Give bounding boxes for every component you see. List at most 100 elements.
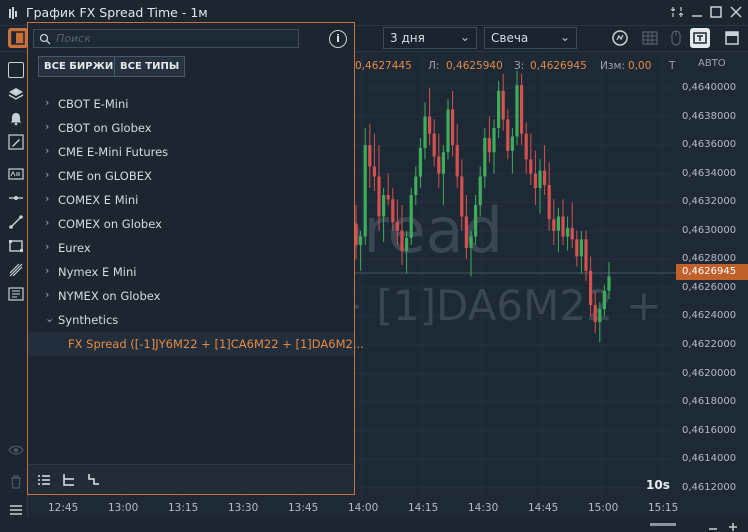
alert-bell-icon[interactable] <box>8 110 24 126</box>
price-axis-label: 0,4630000 <box>682 224 737 236</box>
chart-type-value: Свеча <box>491 31 529 45</box>
tree-group[interactable]: › CME E-Mini Futures <box>45 144 169 159</box>
window-title: График FX Spread Time - 1м <box>26 5 208 20</box>
chart-bars-icon[interactable] <box>8 62 24 78</box>
candle <box>469 230 473 277</box>
chevron-right-icon: › <box>45 120 50 133</box>
ohlc-low-label: Л: <box>428 60 440 72</box>
price-axis-label: 0,4634000 <box>682 167 737 179</box>
tree-group[interactable]: › Nymex E Mini <box>45 264 137 279</box>
abc-text-icon[interactable] <box>8 166 24 182</box>
candle <box>561 199 565 246</box>
candle <box>533 150 537 206</box>
period-select[interactable]: 3 дня ⌄ <box>383 27 477 49</box>
tree-view-icon[interactable] <box>60 471 78 489</box>
template-list-icon[interactable] <box>8 286 24 302</box>
tree-group[interactable]: › NYMEX on Globex <box>45 288 161 303</box>
hierarchy-view-icon[interactable] <box>85 471 103 489</box>
candle <box>579 230 583 274</box>
candle <box>359 230 363 271</box>
time-axis[interactable]: 12:45 13:00 13:15 13:30 13:45 14:00 14:15 14:30… <box>28 498 678 518</box>
all-exchanges-button[interactable]: ВСЕ БИРЖИ <box>38 56 120 77</box>
panel-toggle-icon[interactable] <box>8 28 28 48</box>
search-icon <box>39 33 51 45</box>
candle <box>556 207 560 253</box>
grid-icon[interactable] <box>640 28 660 48</box>
rectangle-tool-icon[interactable] <box>8 238 24 254</box>
candle <box>584 230 588 281</box>
instrument-tree: › CBOT E-Mini › CBOT on Globex › CME E-Mini… <box>28 92 364 356</box>
time-axis-label: 12:45 <box>48 502 79 514</box>
eye-icon[interactable] <box>8 442 24 458</box>
candle <box>487 116 491 163</box>
candle <box>566 216 570 251</box>
zoom-in-icon[interactable] <box>726 518 740 532</box>
candle <box>510 127 514 174</box>
candle <box>354 205 358 260</box>
info-icon[interactable]: i <box>329 30 347 48</box>
candle <box>414 166 418 206</box>
list-menu-icon[interactable] <box>8 502 24 518</box>
horizontal-line-icon[interactable] <box>8 190 24 206</box>
candle <box>538 159 542 214</box>
list-view-icon[interactable] <box>35 471 53 489</box>
price-axis-label: 0,4618000 <box>682 396 737 408</box>
time-axis-label: 13:00 <box>108 502 139 514</box>
candle <box>437 133 441 188</box>
fibonacci-icon[interactable] <box>8 262 24 278</box>
price-axis-label: 0,4638000 <box>682 110 737 122</box>
candle <box>400 205 404 266</box>
indicator-icon[interactable] <box>610 28 630 48</box>
time-axis-label: 14:15 <box>408 502 439 514</box>
candle <box>441 145 445 206</box>
search-input[interactable]: Поиск <box>33 29 299 48</box>
close-icon[interactable] <box>729 5 743 19</box>
ohlc-low: 0,4625940 <box>446 60 503 72</box>
time-axis-label: 14:30 <box>468 502 499 514</box>
period-value: 3 дня <box>390 31 425 45</box>
tree-group-expanded[interactable]: ⌄ Synthetics <box>45 312 119 327</box>
mouse-icon[interactable] <box>666 28 686 48</box>
candle <box>547 162 551 231</box>
candle <box>506 109 510 160</box>
candle <box>409 187 413 246</box>
price-axis-label: 0,4640000 <box>682 82 737 93</box>
selected-instrument-item[interactable]: FX Spread ([-1]JY6M22 + [1]CA6M22 + [1]D… <box>28 332 364 356</box>
candle <box>372 133 376 191</box>
tree-group[interactable]: › COMEX on Globex <box>45 216 162 231</box>
minimize-icon[interactable] <box>690 5 704 19</box>
template-icon[interactable] <box>690 28 710 48</box>
trash-icon[interactable] <box>8 474 24 490</box>
maximize-icon[interactable] <box>709 5 723 19</box>
zoom-out-icon[interactable] <box>706 518 720 532</box>
candle <box>446 99 450 160</box>
tree-group[interactable]: › Eurex <box>45 240 91 255</box>
tree-group[interactable]: › CBOT E-Mini <box>45 96 129 111</box>
bottom-bar <box>0 518 748 532</box>
scroll-handle[interactable] <box>650 523 676 526</box>
candle <box>570 202 574 248</box>
tree-group[interactable]: › CBOT on Globex <box>45 120 152 135</box>
pencil-icon[interactable] <box>8 134 24 150</box>
time-axis-label: 14:45 <box>528 502 559 514</box>
panel-footer <box>28 464 354 494</box>
candle <box>492 119 496 174</box>
chart-type-select[interactable]: Свеча ⌄ <box>484 27 577 49</box>
time-axis-label: 13:30 <box>228 502 259 514</box>
price-axis-label: 0,4612000 <box>682 481 737 493</box>
tree-group[interactable]: › COMEX E Mini <box>45 192 139 207</box>
current-price-tag: 0,4626945 <box>676 264 748 280</box>
candle <box>552 199 556 246</box>
ohlc-change-label: Изм: <box>600 60 625 72</box>
restore-down-icon[interactable] <box>670 5 684 19</box>
all-types-button[interactable]: ВСЕ ТИПЫ <box>114 56 186 77</box>
tree-group[interactable]: › CME on GLOBEX <box>45 168 152 183</box>
chevron-right-icon: › <box>45 192 50 205</box>
layers-icon[interactable] <box>8 86 24 102</box>
price-axis-label: 0,4632000 <box>682 196 737 208</box>
link-icon[interactable] <box>722 28 742 48</box>
candle <box>575 230 579 267</box>
axis-mode-auto[interactable]: АВТО <box>698 58 726 69</box>
candle <box>460 159 464 231</box>
trend-line-icon[interactable] <box>8 214 24 230</box>
